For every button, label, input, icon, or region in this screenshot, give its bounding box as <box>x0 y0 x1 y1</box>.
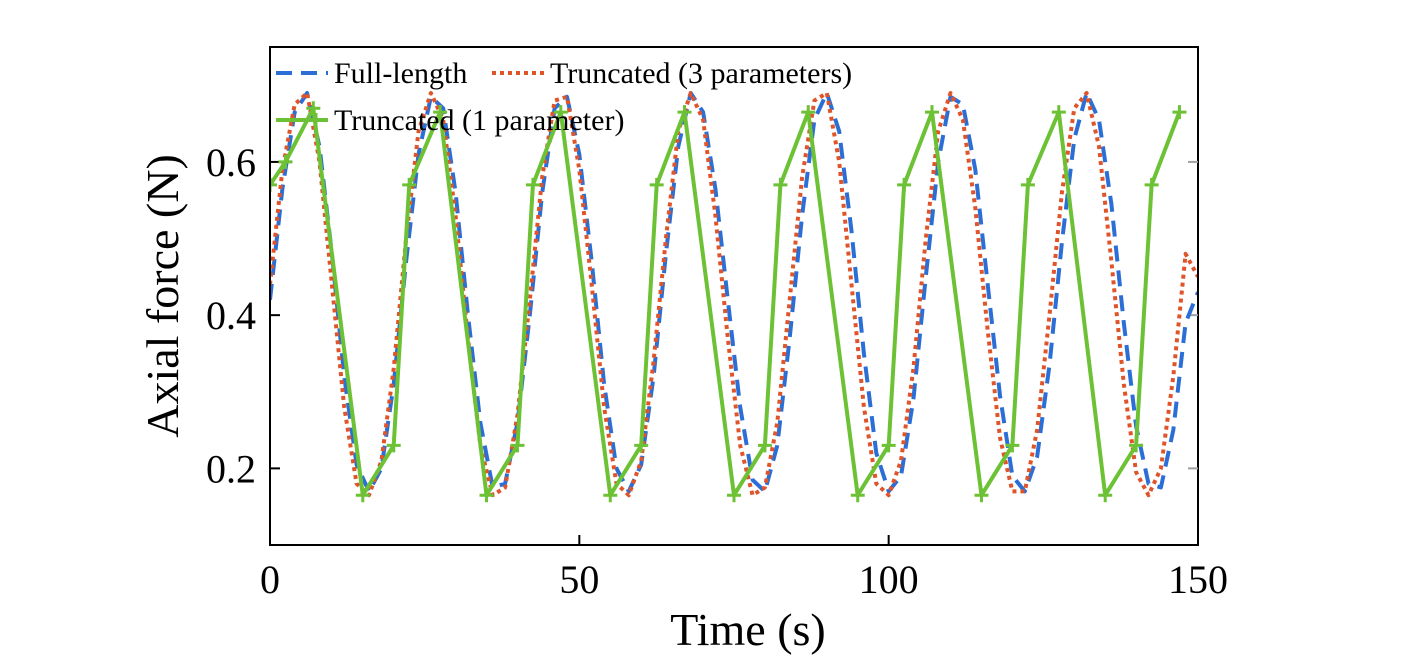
series-3-marker <box>271 177 277 192</box>
legend-marker-3 <box>309 113 323 127</box>
y-tick-label: 0.4 <box>206 293 256 338</box>
series-3-marker <box>479 488 494 503</box>
x-tick-label: 150 <box>1168 557 1228 602</box>
tick-labels: 0 50 100 150 0.2 0.4 0.6 <box>206 140 1228 602</box>
x-axis-title: Time (s) <box>670 604 826 655</box>
series-3-marker <box>677 105 692 120</box>
y-axis-title: Axial force (N) <box>137 154 188 438</box>
series-3-marker <box>897 177 912 192</box>
series-3-marker <box>727 488 741 503</box>
series-3-marker <box>1172 105 1187 120</box>
series-3-marker <box>603 488 618 503</box>
series-3-marker <box>355 488 370 503</box>
series-line-1 <box>271 91 1197 494</box>
x-tick-label: 0 <box>260 557 280 602</box>
x-tick-label: 50 <box>559 557 599 602</box>
series-3-marker <box>306 101 321 116</box>
series-3-marker <box>773 177 788 192</box>
legend: Full-length Truncated (3 parameters) Trunc… <box>276 57 852 137</box>
series-3-marker <box>801 105 816 120</box>
series-3-marker <box>553 105 568 120</box>
series-3-marker <box>278 154 293 169</box>
legend-label-3: Truncated (1 parameter) <box>334 104 624 137</box>
axis-ticks <box>269 160 1199 545</box>
series-line-2 <box>271 91 1197 498</box>
series-3-marker <box>1051 105 1066 120</box>
series-3-marker <box>850 488 865 503</box>
y-tick-label: 0.2 <box>206 446 256 491</box>
series-3-marker <box>649 177 664 192</box>
series-3-marker <box>1144 177 1159 192</box>
legend-label-2: Truncated (3 parameters) <box>550 57 852 90</box>
series-3-marker <box>634 438 649 453</box>
y-tick-label: 0.6 <box>206 140 256 185</box>
series-3-marker <box>881 438 896 453</box>
x-tick-label: 100 <box>859 557 919 602</box>
series-3-marker <box>974 488 989 503</box>
series-3-marker <box>433 105 448 120</box>
series-3-marker <box>386 438 401 453</box>
series-3-marker <box>1098 488 1113 503</box>
series-3-marker <box>510 438 525 453</box>
series-3-marker <box>525 177 540 192</box>
series-3-marker <box>1020 177 1035 192</box>
series-3-marker <box>1005 438 1020 453</box>
legend-label-1: Full-length <box>334 57 467 90</box>
series-layer <box>271 91 1197 503</box>
series-3-marker <box>402 177 417 192</box>
series-3-marker <box>1129 438 1144 453</box>
series-3-marker <box>757 438 772 453</box>
series-3-marker <box>924 105 939 120</box>
